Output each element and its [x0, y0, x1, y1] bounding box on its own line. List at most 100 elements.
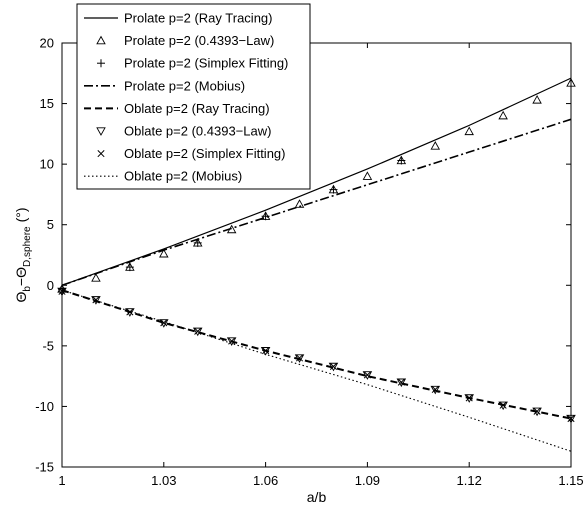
series-point-5	[226, 337, 237, 346]
series-point-5	[464, 394, 474, 403]
plot-area-frame	[61, 42, 572, 468]
x-tick-label: 1.15	[558, 473, 583, 488]
series-point-6-b	[363, 371, 371, 379]
series-0	[61, 77, 572, 286]
y-axis-label-sub-b: b	[22, 286, 33, 292]
y-axis-label: Θb−ΘD,sphere (°)	[13, 207, 33, 302]
series-point-2	[193, 238, 202, 247]
series-point-5	[566, 414, 576, 424]
legend-entry-1: Prolate p=2 (0.4393−Law)	[96, 33, 274, 48]
series-point-6-b	[92, 296, 100, 304]
legend-label: Oblate p=2 (Mobius)	[124, 169, 242, 184]
series-point-5	[260, 347, 271, 356]
series-point-6	[329, 362, 338, 371]
series-point-2	[397, 156, 406, 165]
series-point-6	[92, 296, 100, 304]
series-point-6	[397, 378, 405, 386]
legend-entry-5: Oblate p=2 (0.4393−Law)	[96, 124, 271, 139]
legend-swatch-marker-b	[97, 150, 105, 158]
series-5	[57, 287, 576, 424]
series-3	[61, 118, 572, 287]
series-point-6	[533, 407, 541, 415]
legend-label: Prolate p=2 (0.4393−Law)	[124, 33, 274, 48]
series-layer	[57, 77, 576, 452]
legend-entry-4: Oblate p=2 (Ray Tracing)	[84, 101, 270, 116]
series-point-6-b	[262, 347, 270, 355]
series-point-1	[566, 78, 576, 87]
series-point-6	[262, 347, 270, 355]
series-point-6-b	[397, 378, 405, 386]
series-point-6	[465, 394, 473, 402]
series-point-6	[228, 337, 236, 345]
series-point-1	[464, 126, 474, 136]
series-point-6	[295, 354, 304, 362]
series-point-6-b	[533, 407, 541, 415]
series-point-6-b	[465, 394, 473, 402]
series-point-1	[498, 110, 508, 120]
legend-swatch-marker	[96, 127, 106, 136]
y-axis-label-theta-b: Θ	[13, 292, 29, 303]
series-point-1	[430, 141, 441, 150]
series-point-1	[159, 248, 169, 258]
series-point-6	[431, 385, 439, 394]
y-axis-label-sub-d-sphere: D,sphere	[22, 226, 33, 267]
x-tick-label: 1.06	[253, 473, 278, 488]
x-tick-label: 1	[58, 473, 65, 488]
y-tick-label: 5	[47, 217, 54, 232]
series-line-7	[61, 289, 572, 452]
y-tick-label: -5	[42, 338, 54, 353]
legend-label: Prolate p=2 (Simplex Fitting)	[124, 56, 288, 71]
legend-label: Prolate p=2 (Mobius)	[124, 78, 245, 93]
x-tick-label: 1.03	[151, 473, 176, 488]
y-tick-label: -15	[35, 460, 54, 475]
y-tick-label: 20	[40, 36, 54, 51]
axis-ticks: 1 1.03 1.06 1.09 1.12 1.15 -15 -10 -5 0 5 10 15 20	[35, 36, 583, 489]
series-4	[61, 289, 572, 420]
legend-entry-7: Oblate p=2 (Mobius)	[84, 169, 242, 184]
series-point-1	[91, 273, 101, 282]
series-line-4	[61, 289, 572, 420]
legend-label: Oblate p=2 (Simplex Fitting)	[124, 146, 285, 161]
series-point-2	[329, 185, 338, 194]
series-point-5	[362, 371, 373, 380]
series-point-1	[532, 95, 542, 104]
series-point-5	[532, 407, 542, 417]
series-point-6	[499, 401, 507, 409]
series-point-5	[159, 319, 169, 328]
series-point-6-b	[126, 308, 134, 316]
legend-box	[76, 3, 311, 190]
series-point-6-b	[58, 287, 66, 295]
y-tick-label: 0	[47, 278, 54, 293]
series-point-1	[362, 171, 373, 180]
series-line-0	[61, 77, 572, 286]
series-point-6-b	[160, 319, 168, 327]
legend-entry-0: Prolate p=2 (Ray Tracing)	[84, 11, 272, 26]
legend-entry-3: Prolate p=2 (Mobius)	[84, 78, 245, 93]
series-point-2	[125, 263, 134, 272]
series-point-5	[498, 401, 508, 411]
legend-label: Oblate p=2 (Ray Tracing)	[124, 101, 270, 116]
legend-swatch-marker	[96, 35, 106, 45]
series-point-5	[294, 354, 305, 363]
series-point-6-b	[295, 354, 304, 362]
series-point-6-b	[194, 327, 202, 335]
y-axis-label-unit: (°)	[13, 207, 29, 222]
x-tick-label: 1.12	[457, 473, 482, 488]
y-tick-label: 10	[40, 157, 54, 172]
legend: Prolate p=2 (Ray Tracing) Prolate p=2 (0.…	[76, 3, 311, 190]
series-point-6-b	[329, 362, 338, 371]
series-point-5	[396, 378, 407, 388]
series-point-6	[126, 308, 134, 316]
series-point-5	[125, 308, 135, 317]
legend-swatch-marker	[97, 59, 105, 68]
series-point-6	[567, 414, 575, 423]
y-tick-label: -10	[35, 399, 54, 414]
series-point-6-b	[499, 401, 507, 409]
legend-label: Prolate p=2 (Ray Tracing)	[124, 11, 272, 26]
series-line-3	[61, 118, 572, 287]
series-point-5	[57, 287, 67, 297]
series-point-6-b	[228, 337, 236, 345]
x-axis-label: a/b	[307, 489, 327, 505]
series-point-6	[363, 371, 371, 379]
